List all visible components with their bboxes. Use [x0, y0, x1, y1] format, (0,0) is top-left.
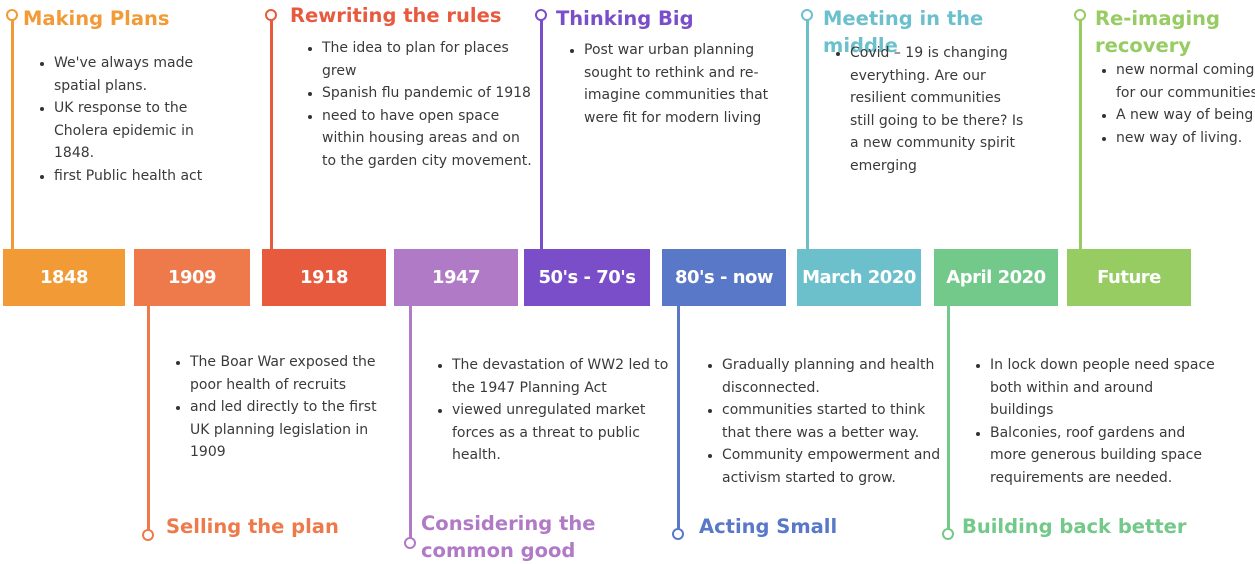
timeline-node-e1848: [6, 9, 18, 21]
year-label-e1918: 1918: [262, 249, 386, 306]
note-item: Balconies, roof gardens and more generou…: [990, 422, 1215, 490]
timeline-connector-emar2020: [806, 20, 809, 249]
note-item: first Public health act: [54, 165, 224, 188]
event-title-e1848: Making Plans: [23, 7, 170, 30]
note-item: The devastation of WW2 led to the 1947 P…: [452, 354, 682, 399]
note-item: A new way of being: [1116, 104, 1255, 127]
note-item: Post war urban planning sought to rethin…: [584, 39, 784, 129]
event-title-efuture: Re-imaging recovery: [1095, 7, 1220, 57]
note-item: new way of living.: [1116, 127, 1255, 150]
note-item: communities started to think that there …: [722, 399, 942, 444]
year-label-e1947: 1947: [394, 249, 518, 306]
year-label-emar2020: March 2020: [797, 249, 921, 306]
event-title-e1947: Considering the common good: [421, 512, 596, 562]
timeline-node-e1947: [404, 537, 416, 549]
note-item: The Boar War exposed the poor health of …: [190, 351, 390, 396]
timeline-connector-e1947: [409, 306, 412, 538]
event-title-e1909: Selling the plan: [166, 515, 339, 538]
timeline-connector-e1909: [147, 306, 150, 530]
timeline-node-efuture: [1074, 9, 1086, 21]
timeline-connector-eapr2020: [947, 306, 950, 529]
timeline-node-e1909: [142, 529, 154, 541]
timeline-node-eapr2020: [942, 528, 954, 540]
event-title-emar2020: Meeting in the middle: [823, 7, 984, 57]
timeline-node-emar2020: [801, 9, 813, 21]
note-item: We've always made spatial plans.: [54, 52, 224, 97]
timeline-connector-e5070: [540, 20, 543, 249]
note-item: need to have open space within housing a…: [322, 105, 532, 173]
note-item: viewed unregulated market forces as a th…: [452, 399, 682, 467]
event-title-e80now: Acting Small: [699, 515, 838, 538]
year-label-e1848: 1848: [3, 249, 125, 306]
timeline-node-e1918: [265, 9, 277, 21]
timeline-connector-e1918: [270, 20, 273, 249]
event-notes-eapr2020: In lock down people need space both with…: [972, 354, 1215, 490]
event-notes-e1909: The Boar War exposed the poor health of …: [172, 351, 390, 464]
year-label-e5070: 50's - 70's: [524, 249, 650, 306]
note-item: The idea to plan for places grew: [322, 37, 532, 82]
note-item: Covid – 19 is changing everything. Are o…: [850, 42, 1025, 178]
year-label-eapr2020: April 2020: [934, 249, 1058, 306]
event-notes-e5070: Post war urban planning sought to rethin…: [566, 39, 784, 129]
event-notes-efuture: new normal coming for our communities.A …: [1098, 59, 1255, 149]
event-notes-e1947: The devastation of WW2 led to the 1947 P…: [434, 354, 682, 467]
event-title-e5070: Thinking Big: [556, 7, 694, 30]
note-item: Gradually planning and health disconnect…: [722, 354, 942, 399]
event-title-e1918: Rewriting the rules: [290, 4, 502, 27]
note-item: new normal coming for our communities.: [1116, 59, 1255, 104]
event-notes-e1848: We've always made spatial plans.UK respo…: [36, 52, 224, 188]
event-title-eapr2020: Building back better: [962, 515, 1187, 538]
timeline-node-e80now: [672, 528, 684, 540]
timeline-node-e5070: [535, 9, 547, 21]
note-item: Community empowerment and activism start…: [722, 444, 942, 489]
year-label-e1909: 1909: [134, 249, 250, 306]
note-item: UK response to the Cholera epidemic in 1…: [54, 97, 224, 165]
year-label-e80now: 80's - now: [662, 249, 786, 306]
timeline-connector-efuture: [1079, 20, 1082, 249]
note-item: and led directly to the first UK plannin…: [190, 396, 390, 464]
event-notes-e80now: Gradually planning and health disconnect…: [704, 354, 942, 490]
note-item: Spanish flu pandemic of 1918: [322, 82, 532, 105]
timeline-connector-e80now: [677, 306, 680, 529]
note-item: In lock down people need space both with…: [990, 354, 1215, 422]
event-notes-emar2020: Covid – 19 is changing everything. Are o…: [832, 42, 1025, 178]
timeline-connector-e1848: [11, 20, 14, 249]
event-notes-e1918: The idea to plan for places grewSpanish …: [304, 37, 532, 173]
year-label-efuture: Future: [1067, 249, 1191, 306]
